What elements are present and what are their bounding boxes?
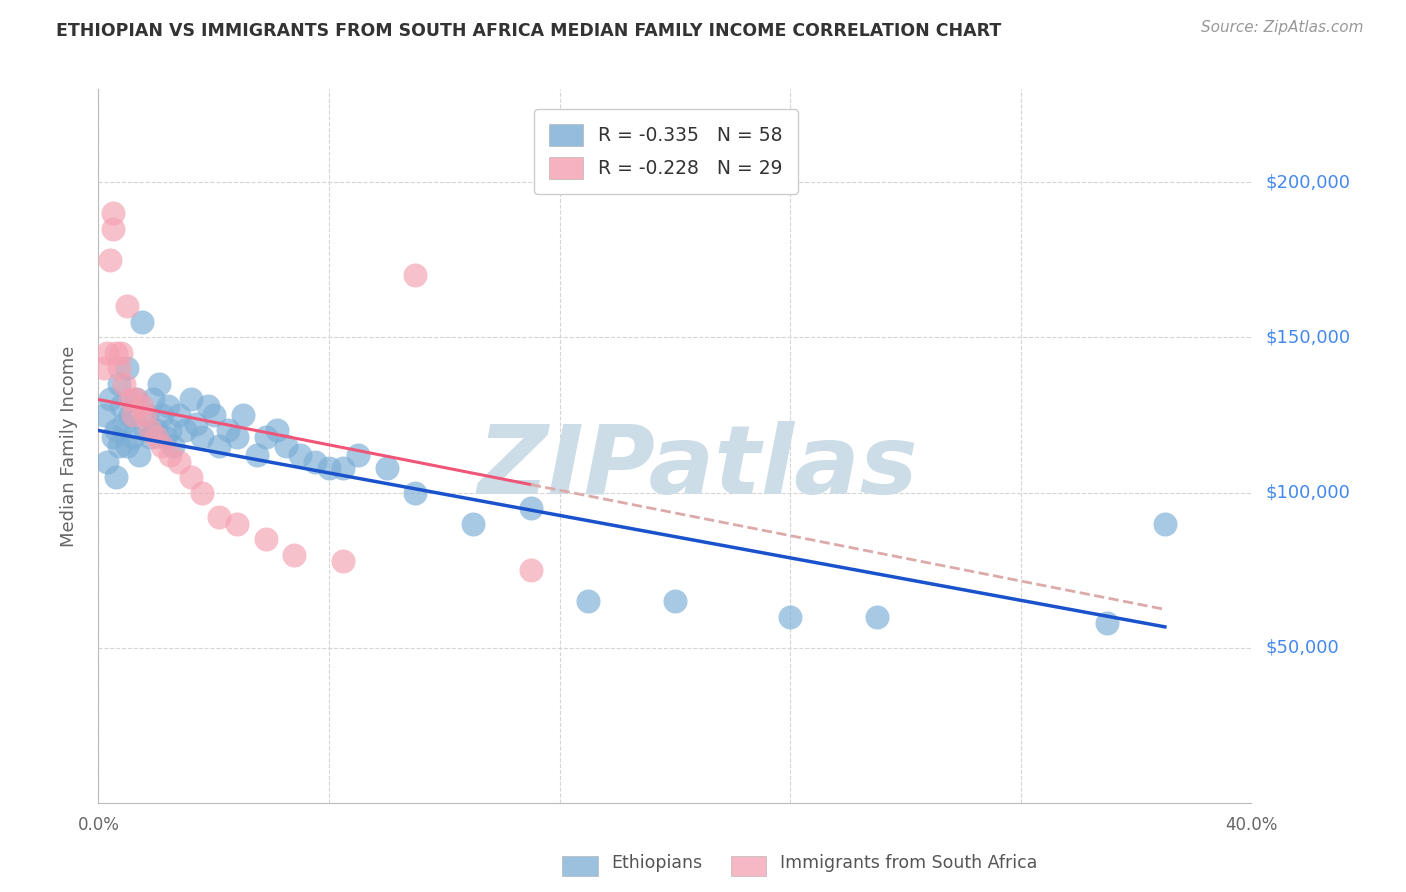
Point: [208, 439, 231, 453]
Point: [405, 485, 427, 500]
Text: $200,000: $200,000: [1265, 173, 1350, 191]
Point: [128, 448, 150, 462]
Point: [266, 424, 288, 438]
Point: [866, 609, 889, 624]
Point: [93, 408, 115, 422]
Point: [117, 361, 138, 376]
Point: [225, 516, 247, 531]
Point: [254, 532, 277, 546]
Point: [191, 430, 214, 444]
Point: [120, 392, 142, 407]
Point: [131, 315, 153, 329]
Point: [332, 554, 354, 568]
Point: [180, 392, 202, 407]
Point: [153, 430, 176, 444]
Point: [112, 376, 135, 391]
Point: [104, 346, 127, 360]
Text: ETHIOPIAN VS IMMIGRANTS FROM SOUTH AFRICA MEDIAN FAMILY INCOME CORRELATION CHART: ETHIOPIAN VS IMMIGRANTS FROM SOUTH AFRIC…: [56, 22, 1001, 40]
Point: [117, 439, 138, 453]
Point: [107, 361, 129, 376]
Point: [134, 408, 156, 422]
Point: [136, 408, 159, 422]
Point: [225, 430, 247, 444]
Point: [1153, 516, 1175, 531]
Point: [664, 594, 686, 608]
Point: [101, 222, 124, 236]
Point: [120, 408, 142, 422]
Point: [283, 548, 305, 562]
Point: [148, 376, 170, 391]
Point: [122, 430, 145, 444]
Point: [110, 346, 132, 360]
Point: [167, 408, 190, 422]
Text: $50,000: $50,000: [1265, 639, 1339, 657]
Point: [520, 501, 543, 516]
Text: Source: ZipAtlas.com: Source: ZipAtlas.com: [1201, 20, 1364, 35]
Point: [122, 408, 145, 422]
Point: [461, 516, 484, 531]
Point: [520, 563, 543, 577]
Point: [346, 448, 368, 462]
Point: [197, 399, 219, 413]
Point: [112, 417, 135, 432]
Point: [96, 454, 118, 468]
Text: ZIPatlas: ZIPatlas: [478, 421, 918, 514]
Point: [93, 361, 115, 376]
Point: [134, 424, 156, 438]
Point: [107, 439, 129, 453]
Point: [125, 392, 148, 407]
Point: [304, 454, 326, 468]
Point: [150, 408, 173, 422]
Text: $150,000: $150,000: [1265, 328, 1350, 346]
Text: Immigrants from South Africa: Immigrants from South Africa: [780, 855, 1038, 872]
Point: [208, 510, 231, 524]
Point: [150, 439, 173, 453]
Point: [96, 346, 118, 360]
Point: [274, 439, 297, 453]
Point: [231, 408, 254, 422]
Point: [318, 460, 340, 475]
Point: [290, 448, 312, 462]
Point: [162, 439, 184, 453]
Point: [101, 430, 124, 444]
Point: [405, 268, 427, 283]
Point: [578, 594, 600, 608]
Point: [139, 430, 162, 444]
Point: [332, 460, 354, 475]
Point: [217, 424, 239, 438]
Point: [174, 424, 197, 438]
Point: [107, 376, 129, 391]
Point: [202, 408, 225, 422]
Point: [101, 206, 124, 220]
Point: [139, 424, 162, 438]
Point: [159, 424, 181, 438]
Point: [145, 430, 167, 444]
Point: [125, 392, 148, 407]
Point: [110, 399, 132, 413]
Point: [98, 252, 121, 267]
Legend: R = -0.335   N = 58, R = -0.228   N = 29: R = -0.335 N = 58, R = -0.228 N = 29: [534, 110, 797, 194]
Point: [375, 460, 398, 475]
Point: [180, 470, 202, 484]
Point: [254, 430, 277, 444]
Point: [191, 485, 214, 500]
Point: [186, 417, 208, 432]
Text: $100,000: $100,000: [1265, 483, 1350, 501]
Text: Ethiopians: Ethiopians: [612, 855, 703, 872]
Point: [131, 399, 153, 413]
Point: [159, 448, 181, 462]
Point: [104, 424, 127, 438]
Point: [104, 470, 127, 484]
Point: [167, 454, 190, 468]
Point: [1097, 615, 1119, 630]
Point: [779, 609, 801, 624]
Point: [117, 299, 138, 313]
Point: [142, 392, 165, 407]
Point: [156, 399, 179, 413]
Y-axis label: Median Family Income: Median Family Income: [59, 345, 77, 547]
Point: [145, 424, 167, 438]
Point: [246, 448, 269, 462]
Point: [98, 392, 121, 407]
